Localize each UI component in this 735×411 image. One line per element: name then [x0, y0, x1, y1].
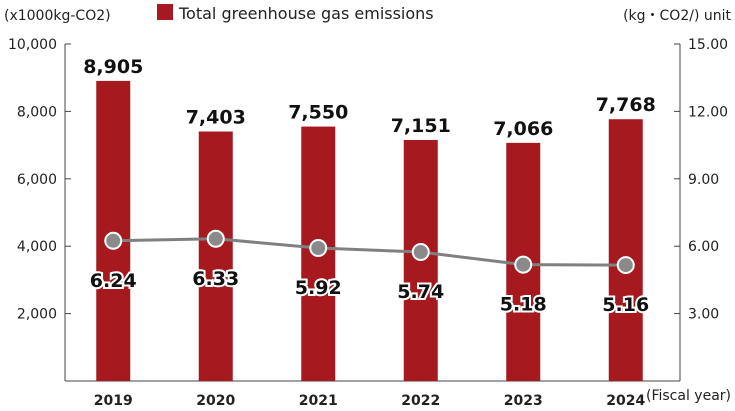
right-tick-label: 15.00: [688, 37, 728, 53]
line-point: [616, 256, 635, 275]
x-tick-label: 2021: [299, 393, 338, 409]
line-point: [514, 255, 533, 274]
bar: [96, 80, 131, 382]
legend-label: Total greenhouse gas emissions: [178, 4, 434, 23]
bar-value-label: 7,550: [288, 102, 348, 124]
x-tick-label: 2022: [401, 393, 440, 409]
bar: [198, 131, 233, 381]
x-axis-label: (Fiscal year): [646, 388, 731, 404]
right-tick-label: 3.00: [688, 307, 719, 323]
line-point: [206, 229, 225, 248]
left-axis-label: (x1000kg-CO2): [4, 8, 111, 24]
line-value-label: 6.33: [192, 268, 239, 290]
legend-swatch: [157, 4, 173, 20]
bar: [608, 119, 643, 382]
line-series: [113, 237, 626, 267]
line-point: [411, 243, 430, 262]
left-tick-label: 4,000: [17, 239, 57, 255]
x-tick-label: 2020: [196, 393, 235, 409]
right-axis-label: (kg・CO2/) unit: [623, 8, 731, 24]
bar-value-label: 7,768: [596, 94, 656, 116]
bar-value-label: 7,403: [186, 107, 246, 129]
x-tick-label: 2019: [94, 393, 133, 409]
left-tick-label: 2,000: [17, 307, 57, 323]
left-tick-label: 6,000: [17, 172, 57, 188]
right-tick-label: 6.00: [688, 239, 719, 255]
x-tick-label: 2023: [504, 393, 543, 409]
left-tick-label: 10,000: [8, 37, 57, 53]
right-tick-label: 9.00: [688, 172, 719, 188]
line-value-label: 5.16: [602, 294, 649, 316]
bar-value-label: 7,066: [493, 118, 553, 140]
line-value-label: 5.18: [500, 294, 547, 316]
bar-value-label: 7,151: [391, 115, 451, 137]
bar-value-label: 8,905: [83, 56, 143, 78]
line-value-label: 5.74: [397, 281, 444, 303]
right-tick-label: 12.00: [688, 104, 728, 120]
left-tick-label: 8,000: [17, 104, 57, 120]
line-point: [104, 231, 123, 250]
line-point: [309, 238, 328, 257]
line-value-label: 6.24: [90, 270, 137, 292]
line-value-label: 5.92: [295, 277, 342, 299]
x-tick-label: 2024: [606, 393, 645, 409]
